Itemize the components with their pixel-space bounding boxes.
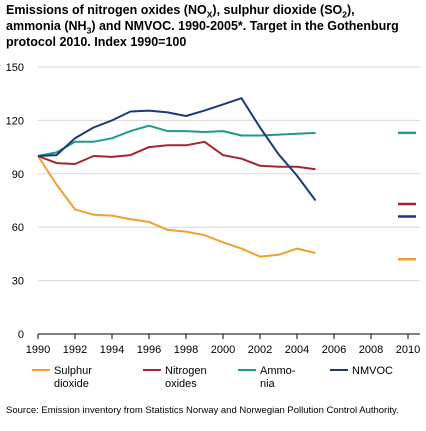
series-line xyxy=(37,155,316,258)
legend-label: NMVOC xyxy=(352,365,393,377)
series-line xyxy=(37,124,316,157)
x-tick-label: 2008 xyxy=(359,344,383,356)
title-line-2: ammonia (NH3) and NMVOC. 1990-2005*. Tar… xyxy=(6,19,399,36)
legend-label: oxides xyxy=(165,378,197,390)
grid-lines xyxy=(38,66,420,335)
y-tick-label: 150 xyxy=(6,62,24,74)
x-tick-label: 1990 xyxy=(26,344,50,356)
x-tick-label: 2006 xyxy=(322,344,346,356)
legend-label: nia xyxy=(260,378,276,390)
x-tick-label: 1996 xyxy=(137,344,161,356)
y-tick-label: 0 xyxy=(18,329,24,341)
target-markers xyxy=(398,131,416,261)
x-tick-label: 2000 xyxy=(211,344,235,356)
title-line-3: protocol 2010. Index 1990=100 xyxy=(6,35,187,49)
y-tick-label: 90 xyxy=(12,169,24,181)
y-tick-label: 120 xyxy=(6,115,24,127)
legend-label: dioxide xyxy=(54,378,89,390)
x-axis-ticks: 1990 1992 1994 1996 1998 2000 2002 2004 2006 2008… xyxy=(26,334,420,356)
x-tick-label: 2004 xyxy=(285,344,309,356)
x-tick-label: 1994 xyxy=(100,344,124,356)
y-tick-label: 30 xyxy=(12,276,24,288)
series-line xyxy=(37,97,317,202)
source-note: Source: Emission inventory from Statisti… xyxy=(6,405,399,416)
legend-label: Sulphur xyxy=(54,365,92,377)
legend-label: Nitrogen xyxy=(165,365,207,377)
chart-title: Emissions of nitrogen oxides (NOX), sulp… xyxy=(6,2,424,50)
x-tick-label: 2010 xyxy=(396,344,420,356)
title-line-1: Emissions of nitrogen oxides (NOX), sulp… xyxy=(6,3,355,20)
series-line xyxy=(37,140,316,171)
series-lines xyxy=(37,97,317,258)
x-tick-label: 1992 xyxy=(63,344,87,356)
y-axis-ticks: 0 30 60 90 120 150 xyxy=(6,62,24,341)
x-tick-label: 2002 xyxy=(248,344,272,356)
legend-label: Ammo- xyxy=(260,365,296,377)
y-tick-label: 60 xyxy=(12,222,24,234)
x-tick-label: 1998 xyxy=(174,344,198,356)
